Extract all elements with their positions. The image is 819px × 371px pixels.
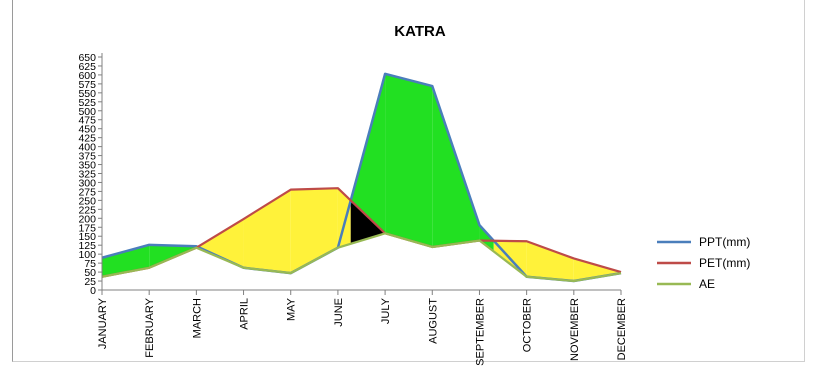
y-tick-label: 325 — [78, 169, 96, 181]
deficit-area — [290, 188, 338, 274]
deficit-area — [526, 241, 574, 282]
y-tick-label: 400 — [78, 142, 96, 154]
y-tick-label: 250 — [78, 195, 96, 207]
surplus-area — [102, 244, 150, 277]
y-tick-label: 600 — [78, 70, 96, 82]
x-tick-label: JANUARY — [97, 297, 109, 349]
x-tick-label: JUNE — [333, 298, 345, 327]
x-tick-label: JULY — [380, 297, 392, 324]
y-tick-label: 125 — [78, 240, 96, 252]
y-tick-label: 225 — [78, 204, 96, 216]
chart-frame — [12, 0, 805, 362]
legend-label-0: PPT(mm) — [699, 235, 750, 249]
x-tick-label: AUGUST — [427, 298, 439, 344]
deficit-area — [573, 258, 621, 282]
surplus-area — [432, 86, 480, 247]
y-tick-label: 50 — [84, 267, 96, 279]
y-tick-label: 450 — [78, 124, 96, 136]
x-tick-label: SEPTEMBER — [475, 298, 487, 366]
x-tick-label: FEBRUARY — [144, 297, 156, 357]
y-tick-label: 375 — [78, 151, 96, 163]
x-tick-label: MAY — [286, 297, 298, 321]
deficit-area — [197, 219, 244, 268]
utilization-area — [350, 200, 386, 244]
deficit-area — [243, 189, 291, 274]
y-tick-label: 75 — [84, 258, 96, 270]
x-tick-label: MARCH — [191, 298, 203, 338]
chart-fills — [102, 73, 621, 282]
surplus-area — [350, 73, 386, 234]
y-tick-label: 275 — [78, 186, 96, 198]
x-tick-label: APRIL — [239, 298, 251, 330]
surplus-area — [479, 225, 494, 252]
y-tick-label: 500 — [78, 106, 96, 118]
y-tick-label: 475 — [78, 115, 96, 127]
y-tick-label: 150 — [78, 231, 96, 243]
y-tick-label: 575 — [78, 79, 96, 91]
y-tick-label: 425 — [78, 133, 96, 145]
legend-label-2: AE — [699, 277, 715, 291]
chart-lines — [101, 72, 622, 283]
chart-legend: PPT(mm) PET(mm) AE — [657, 235, 750, 291]
x-tick-label: NOVEMBER — [569, 298, 581, 361]
y-tick-label: 550 — [78, 88, 96, 100]
y-tick-label: 100 — [78, 249, 96, 261]
x-tick-label: DECEMBER — [616, 298, 628, 360]
y-tick-label: 625 — [78, 61, 96, 73]
y-tick-label: 200 — [78, 213, 96, 225]
series-line-2 — [101, 232, 622, 283]
y-tick-label: 525 — [78, 97, 96, 109]
y-tick-label: 350 — [78, 160, 96, 172]
y-tick-label: 650 — [78, 52, 96, 64]
surplus-area — [385, 73, 433, 247]
legend-label-1: PET(mm) — [699, 256, 750, 270]
y-tick-label: 175 — [78, 222, 96, 234]
y-tick-label: 0 — [90, 285, 96, 297]
chart-axes: 0255075100125150175200225250275300325350… — [78, 52, 628, 366]
y-tick-label: 25 — [84, 276, 96, 288]
x-tick-label: OCTOBER — [522, 298, 534, 352]
chart-title: KATRA — [394, 23, 446, 40]
y-tick-label: 300 — [78, 177, 96, 189]
